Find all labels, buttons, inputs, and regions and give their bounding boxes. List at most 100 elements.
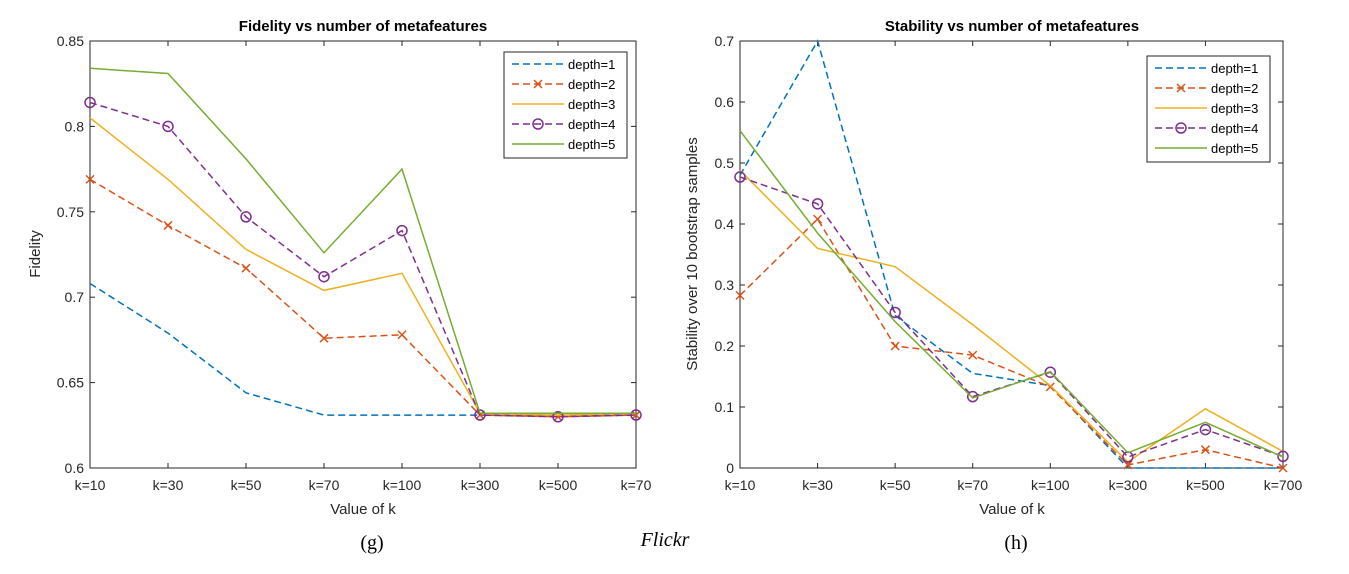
fidelity-series-line-depth-1: [89, 282, 636, 416]
stability-y-ticks: 0 0.1 0.2 0.3 0.4 0.5 0.6 0.7: [715, 33, 1283, 476]
stability-data-point: [1277, 450, 1289, 463]
fidelity-x-tick-label: k=50: [231, 477, 262, 493]
stability-legend-box: [1146, 55, 1271, 163]
stability-series-line-depth-4: [739, 176, 1284, 458]
fidelity-series-line-depth-5: [89, 67, 636, 415]
stability-y-tick-label: 0.1: [715, 399, 735, 415]
stability-legend-label: depth=1: [1211, 61, 1258, 76]
fidelity-legend-label: depth=2: [568, 77, 615, 92]
stability-x-tick-label: k=700: [1264, 477, 1303, 493]
stability-data-point: [968, 350, 978, 360]
stability-x-tick-label: k=70: [957, 477, 988, 493]
stability-series-line-depth-2: [739, 217, 1284, 469]
stability-data-point: [735, 290, 745, 300]
stability-series-line-depth-1: [739, 39, 1283, 469]
fidelity-data-point: [631, 410, 641, 420]
fidelity-data-point: [396, 224, 408, 237]
fidelity-y-axis-label: Fidelity: [27, 230, 44, 278]
fidelity-caption: (g): [360, 532, 383, 554]
fidelity-data-point: [553, 412, 563, 422]
fidelity-x-tick-label: k=100: [383, 477, 422, 493]
fidelity-x-axis-label: Value of k: [330, 501, 396, 518]
fidelity-y-tick-label: 0.65: [57, 375, 84, 391]
stability-legend-label: depth=4: [1211, 121, 1258, 136]
fidelity-y-tick-label: 0.6: [65, 460, 85, 476]
fidelity-y-tick-label: 0.8: [65, 118, 85, 134]
stability-series-line-depth-3: [739, 169, 1284, 463]
stability-x-tick-label: k=30: [802, 477, 833, 493]
stability-x-tick-label: k=10: [725, 477, 756, 493]
stability-series-line-depth-5: [739, 130, 1284, 458]
stability-x-ticks: k=10 k=30 k=50 k=70 k=100 k=300 k=500 k=700: [725, 41, 1303, 493]
fidelity-legend-box: [503, 51, 628, 159]
stability-legend-label: depth=2: [1211, 81, 1258, 96]
fidelity-legend: depth=1 depth=2 depth=3 depth=4 depth=5: [503, 51, 628, 159]
fidelity-data-point: [630, 409, 642, 421]
stability-legend-label: depth=5: [1211, 141, 1258, 156]
stability-y-tick-label: 0.7: [715, 33, 735, 49]
stability-series-group: [734, 39, 1289, 473]
fidelity-x-tick-label: k=10: [75, 477, 106, 493]
fidelity-data-point: [474, 409, 486, 421]
fidelity-y-ticks: 0.6 0.65 0.7 0.75 0.8 0.85: [57, 33, 636, 476]
stability-chart: Stability vs number of metafeatures 0 0.1…: [684, 18, 1302, 554]
fidelity-data-point: [240, 211, 252, 223]
stability-data-point: [1199, 423, 1212, 436]
stability-legend: depth=1 depth=2 depth=3 depth=4 depth=5: [1146, 55, 1271, 163]
fidelity-legend-label: depth=3: [568, 97, 615, 112]
stability-y-axis-label: Stability over 10 bootstrap samples: [684, 137, 701, 370]
fidelity-x-tick-label: k=300: [461, 477, 500, 493]
stability-x-axis-label: Value of k: [979, 501, 1045, 518]
fidelity-chart: Fidelity vs number of metafeatures 0.60.…: [27, 18, 652, 554]
fidelity-series-line-depth-3: [89, 117, 637, 416]
stability-x-tick-label: k=100: [1031, 477, 1070, 493]
stability-legend-label: depth=3: [1211, 101, 1258, 116]
stability-chart-title: Stability vs number of metafeatures: [885, 18, 1139, 35]
stability-y-tick-label: 0.5: [715, 155, 735, 171]
stability-y-tick-label: 0.6: [715, 94, 735, 110]
fidelity-legend-label: depth=5: [568, 137, 615, 152]
fidelity-data-point: [85, 174, 95, 184]
stability-data-point: [734, 171, 746, 183]
stability-y-tick-label: 0.4: [715, 216, 735, 232]
fidelity-data-point: [84, 96, 96, 109]
stability-data-point: [811, 198, 824, 210]
fidelity-x-ticks: k=10 k=30 k=50 k=70 k=100 k=300 k=500 k=70: [75, 41, 652, 493]
fidelity-y-tick-label: 0.85: [57, 33, 84, 49]
fidelity-x-tick-label: k=70: [309, 477, 340, 493]
stability-data-point: [890, 341, 900, 351]
stability-y-tick-label: 0: [726, 460, 734, 476]
fidelity-x-tick-label: k=500: [539, 477, 578, 493]
stability-data-point: [889, 306, 901, 319]
fidelity-y-tick-label: 0.75: [57, 204, 84, 220]
stability-data-point: [1200, 445, 1210, 455]
stability-data-point: [813, 214, 823, 224]
stability-data-point: [1123, 460, 1133, 470]
fidelity-data-point: [397, 330, 407, 340]
fidelity-data-point: [552, 411, 564, 423]
fidelity-legend-label: depth=1: [568, 57, 615, 72]
stability-legend-marker: [1176, 83, 1186, 93]
fidelity-series-line-depth-4: [89, 101, 637, 418]
fidelity-data-point: [162, 120, 174, 133]
stability-caption: (h): [1004, 532, 1027, 554]
fidelity-y-tick-label: 0.7: [65, 289, 85, 305]
fidelity-chart-title: Fidelity vs number of metafeatures: [239, 18, 487, 35]
fidelity-data-point: [241, 263, 251, 273]
stability-y-tick-label: 0.3: [715, 277, 735, 293]
fidelity-data-point: [475, 410, 485, 420]
fidelity-data-point: [319, 333, 329, 343]
fidelity-legend-marker: [533, 79, 543, 89]
fidelity-data-point: [318, 270, 330, 283]
figure-caption: Flickr: [640, 529, 690, 551]
stability-y-tick-label: 0.2: [715, 338, 735, 354]
stability-x-tick-label: k=50: [880, 477, 911, 493]
fidelity-x-tick-label: k=30: [153, 477, 184, 493]
stability-data-point: [1278, 463, 1288, 473]
stability-data-point: [1044, 366, 1057, 378]
fidelity-data-point: [163, 220, 173, 230]
fidelity-x-tick-label: k=70: [621, 477, 652, 493]
stability-legend-marker: [1175, 122, 1187, 134]
fidelity-series-group: [84, 67, 642, 423]
